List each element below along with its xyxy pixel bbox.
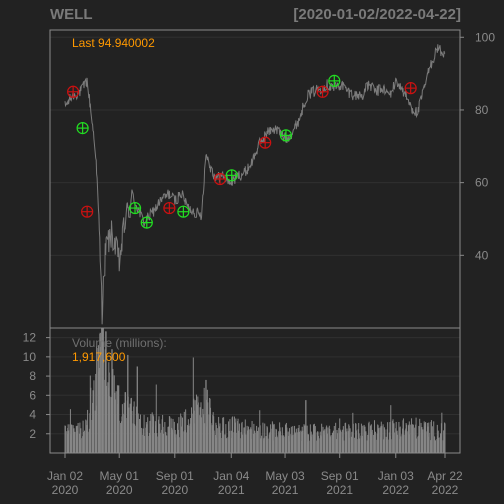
- volume-bars: [64, 328, 446, 453]
- buy-signal-marker: [177, 205, 190, 218]
- volume-tick-label: 4: [29, 408, 36, 422]
- date-tick-year-label: 2020: [106, 483, 133, 497]
- signal-markers: [67, 74, 417, 229]
- volume-panel-title: Volume (millions):: [72, 336, 167, 350]
- date-tick-year-label: 2022: [432, 483, 459, 497]
- sell-signal-marker: [259, 136, 272, 149]
- price-series: [64, 44, 446, 325]
- date-tick-label: Jan 03: [378, 469, 414, 483]
- buy-signal-marker: [140, 216, 153, 229]
- volume-tick-label: 2: [29, 427, 36, 441]
- date-tick-year-label: 2020: [161, 483, 188, 497]
- buy-signal-marker: [225, 169, 238, 182]
- date-tick-label: Apr 22: [427, 469, 463, 483]
- volume-tick-label: 10: [23, 350, 37, 364]
- sell-signal-marker: [316, 85, 329, 98]
- sell-signal-marker: [163, 201, 176, 215]
- price-tick-label: 60: [475, 176, 489, 190]
- date-tick-year-label: 2021: [272, 483, 299, 497]
- buy-signal-marker: [76, 122, 89, 135]
- date-tick-label: Jan 04: [213, 469, 249, 483]
- volume-tick-label: 6: [29, 388, 36, 402]
- last-volume-label: 1,917,600: [72, 350, 126, 364]
- sell-signal-marker: [404, 82, 417, 95]
- volume-tick-label: 12: [23, 331, 37, 345]
- buy-signal-marker: [328, 74, 341, 87]
- date-tick-label: Sep 01: [156, 469, 194, 483]
- sell-signal-marker: [67, 85, 80, 98]
- buy-signal-marker: [279, 129, 293, 142]
- date-tick-year-label: 2020: [52, 483, 79, 497]
- price-line: [64, 44, 446, 325]
- date-range-label: [2020-01-02/2022-04-22]: [293, 6, 461, 23]
- last-price-label: Last 94.940002: [72, 36, 155, 50]
- volume-axis: 2 4 6 8 10 12: [23, 331, 50, 441]
- price-tick-label: 80: [475, 103, 489, 117]
- volume-gridlines: [50, 337, 460, 435]
- date-tick-year-label: 2021: [218, 483, 245, 497]
- date-tick-label: May 03: [265, 469, 305, 483]
- sell-signal-marker: [213, 172, 227, 186]
- date-tick-label: Sep 01: [321, 469, 359, 483]
- chart-title: WELL: [50, 6, 93, 23]
- price-tick-label: 100: [475, 30, 495, 44]
- volume-panel-frame: [49, 327, 461, 454]
- date-tick-year-label: 2022: [382, 483, 409, 497]
- volume-tick-label: 8: [29, 369, 36, 383]
- price-tick-label: 40: [475, 248, 489, 262]
- buy-signal-marker: [128, 201, 142, 215]
- date-tick-year-label: 2021: [326, 483, 353, 497]
- sell-signal-marker: [81, 205, 94, 218]
- price-axis: 40 60 80 100: [460, 30, 495, 262]
- date-tick-label: May 01: [100, 469, 140, 483]
- date-tick-label: Jan 02: [47, 469, 83, 483]
